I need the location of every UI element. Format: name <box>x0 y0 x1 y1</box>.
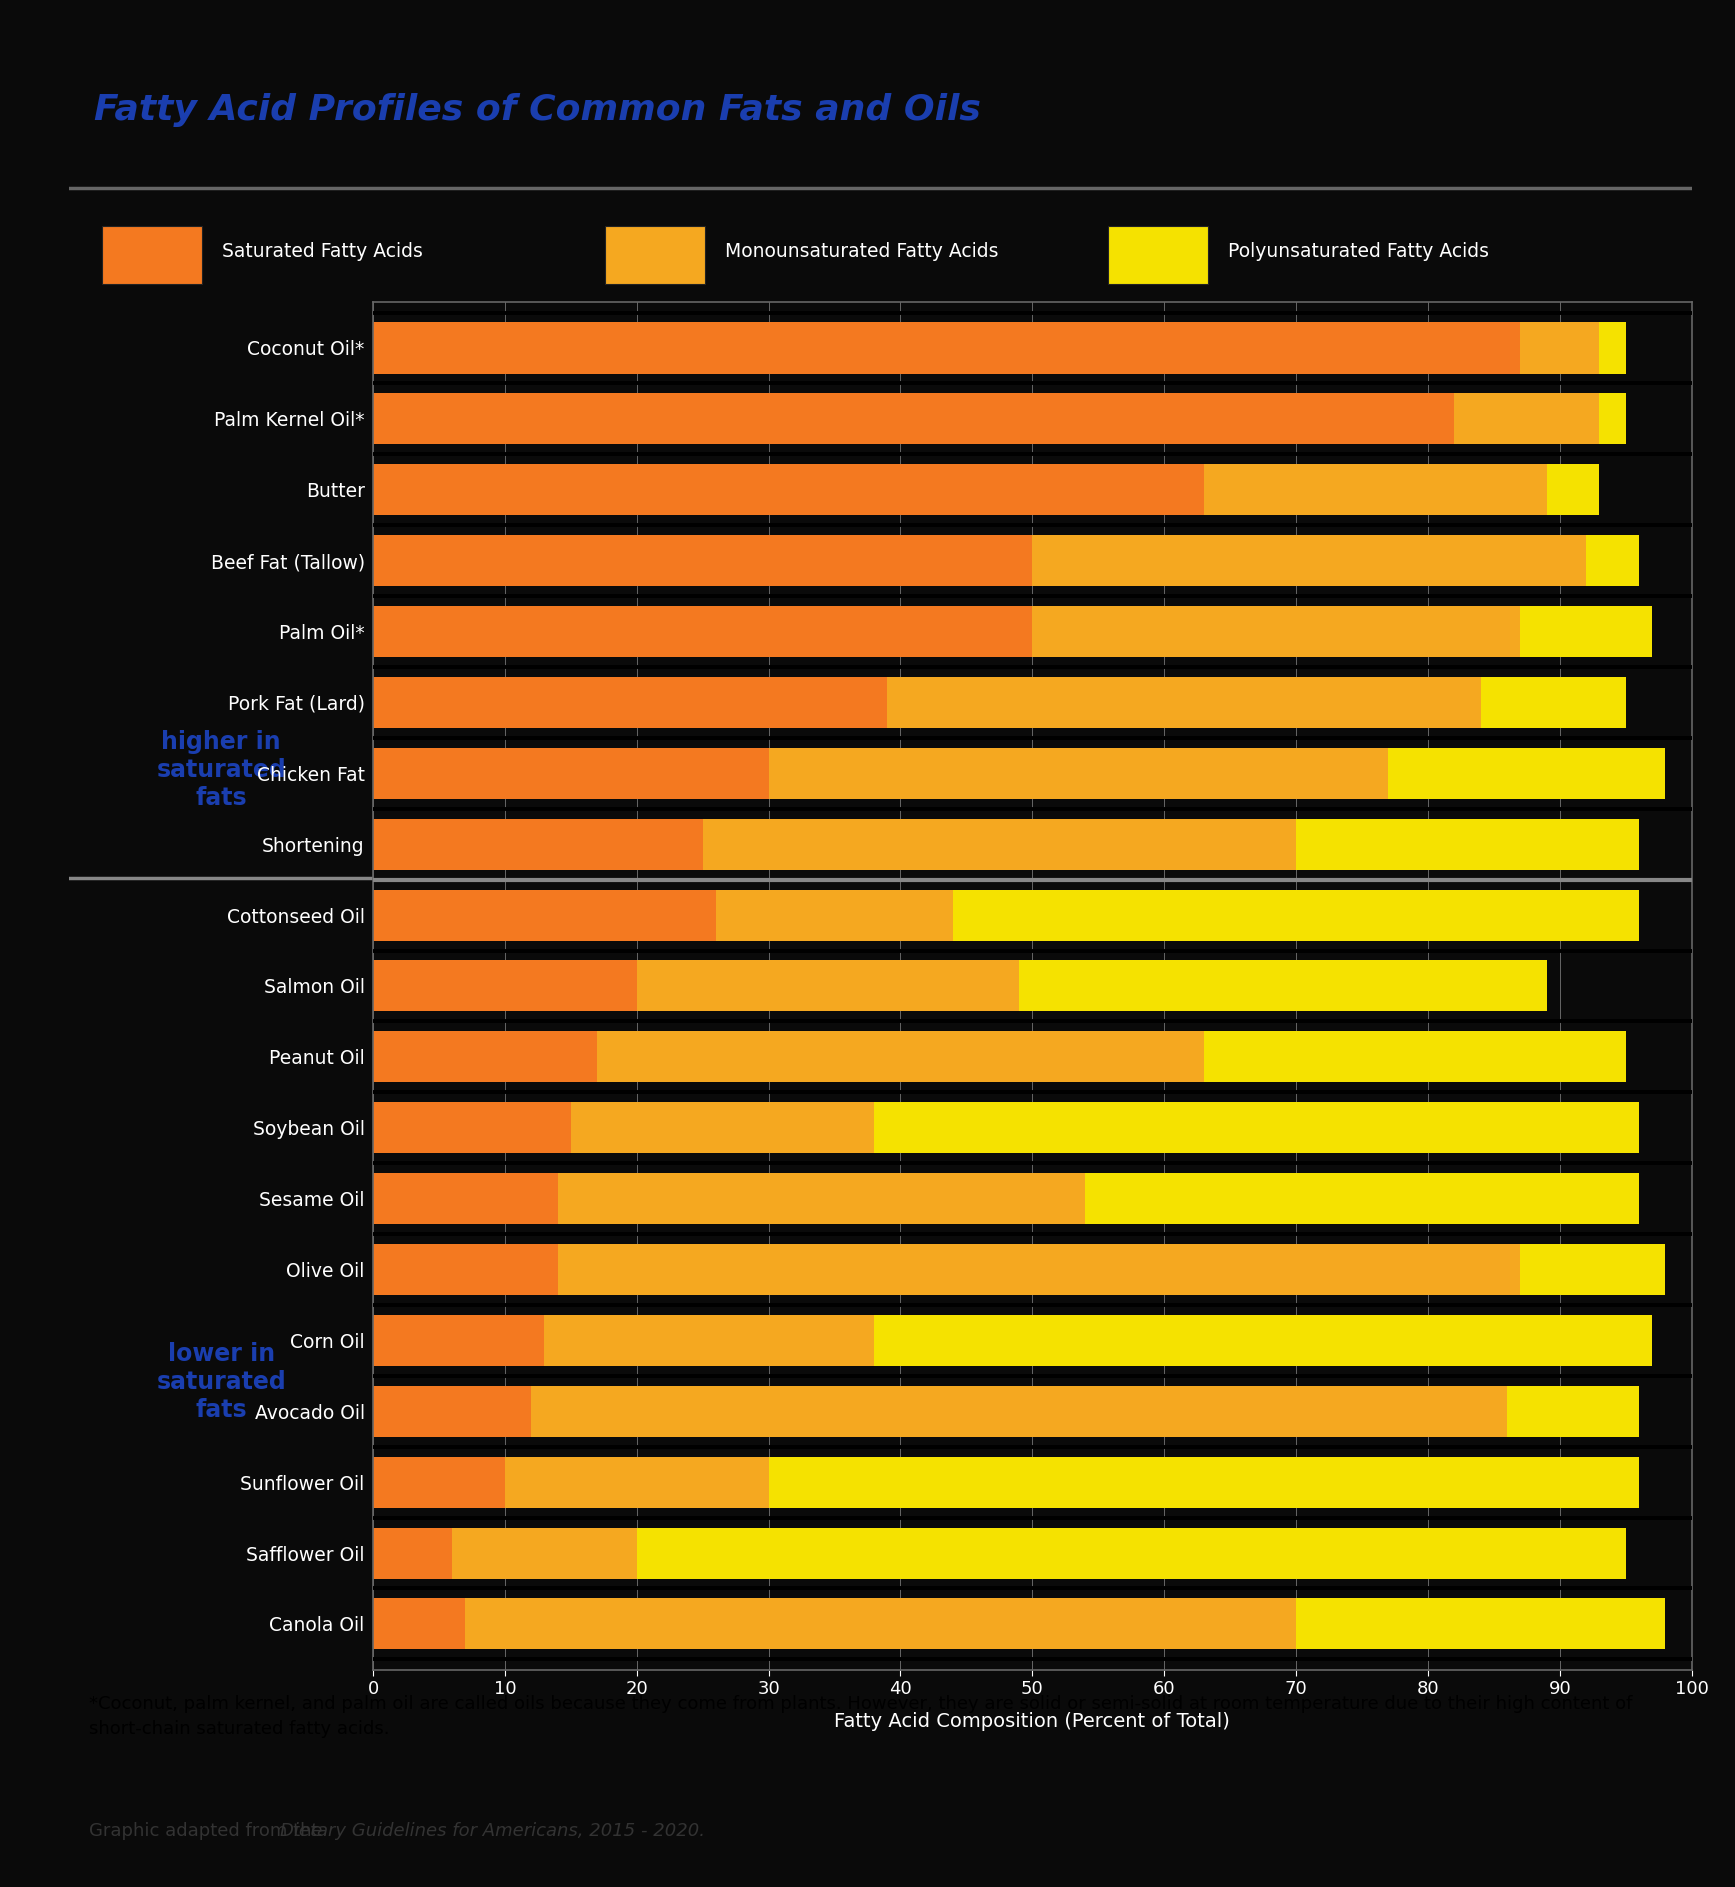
Bar <box>637 960 1018 1011</box>
Bar <box>373 889 717 940</box>
Bar <box>373 536 1032 587</box>
Bar <box>874 1102 1640 1153</box>
Text: lower in
saturated
fats: lower in saturated fats <box>156 1342 286 1421</box>
Bar <box>874 1315 1652 1366</box>
Bar <box>373 747 769 798</box>
Bar <box>769 747 1388 798</box>
Bar <box>373 606 1032 657</box>
Bar <box>373 1032 597 1083</box>
Bar <box>1480 677 1626 728</box>
Bar <box>1032 536 1586 587</box>
Bar <box>373 1457 505 1508</box>
Bar <box>597 1032 1204 1083</box>
Text: Polyunsaturated Fatty Acids: Polyunsaturated Fatty Acids <box>1228 242 1489 262</box>
Bar <box>1508 1385 1640 1436</box>
Bar <box>1107 226 1208 283</box>
Bar <box>373 1385 531 1436</box>
Bar <box>1520 606 1652 657</box>
Bar <box>453 1527 637 1579</box>
Bar <box>373 464 1204 515</box>
Text: Dietary Guidelines for Americans, 2015 - 2020.: Dietary Guidelines for Americans, 2015 -… <box>281 1823 706 1840</box>
Bar <box>637 1527 1626 1579</box>
Bar <box>1388 747 1666 798</box>
Bar <box>505 1457 769 1508</box>
Bar <box>1454 392 1600 445</box>
Bar <box>531 1385 1508 1436</box>
Bar <box>1204 464 1546 515</box>
Bar <box>1586 536 1640 587</box>
Bar <box>571 1102 874 1153</box>
Bar <box>373 323 1520 374</box>
Bar <box>465 1598 1296 1649</box>
Bar <box>373 960 637 1011</box>
Text: *Coconut, palm kernel, and palm oil are called oils because they come from plant: *Coconut, palm kernel, and palm oil are … <box>88 1695 1633 1738</box>
Text: Saturated Fatty Acids: Saturated Fatty Acids <box>222 242 423 262</box>
Bar <box>1296 819 1640 870</box>
Bar <box>1018 960 1546 1011</box>
Text: Fatty Acid Profiles of Common Fats and Oils: Fatty Acid Profiles of Common Fats and O… <box>94 92 980 126</box>
Bar <box>102 226 203 283</box>
Bar <box>1032 606 1520 657</box>
Bar <box>373 677 887 728</box>
Bar <box>606 226 706 283</box>
Bar <box>373 392 1454 445</box>
Text: Graphic adapted from the: Graphic adapted from the <box>88 1823 328 1840</box>
Bar <box>373 1174 557 1225</box>
Text: higher in
saturated
fats: higher in saturated fats <box>156 730 286 810</box>
Bar <box>703 819 1296 870</box>
Bar <box>1520 1244 1666 1294</box>
Bar <box>373 1527 453 1579</box>
Bar <box>717 889 953 940</box>
Bar <box>1546 464 1600 515</box>
Bar <box>373 1244 557 1294</box>
Bar <box>557 1244 1520 1294</box>
Bar <box>557 1174 1084 1225</box>
Bar <box>953 889 1640 940</box>
X-axis label: Fatty Acid Composition (Percent of Total): Fatty Acid Composition (Percent of Total… <box>835 1712 1230 1730</box>
Bar <box>769 1457 1640 1508</box>
Bar <box>545 1315 874 1366</box>
Bar <box>1084 1174 1640 1225</box>
Bar <box>373 1102 571 1153</box>
Bar <box>1600 392 1626 445</box>
Bar <box>373 1315 545 1366</box>
Bar <box>1204 1032 1626 1083</box>
Bar <box>373 819 703 870</box>
Bar <box>1600 323 1626 374</box>
Bar <box>373 1598 465 1649</box>
Text: Monounsaturated Fatty Acids: Monounsaturated Fatty Acids <box>725 242 998 262</box>
Bar <box>1296 1598 1666 1649</box>
Bar <box>1520 323 1600 374</box>
Bar <box>887 677 1480 728</box>
